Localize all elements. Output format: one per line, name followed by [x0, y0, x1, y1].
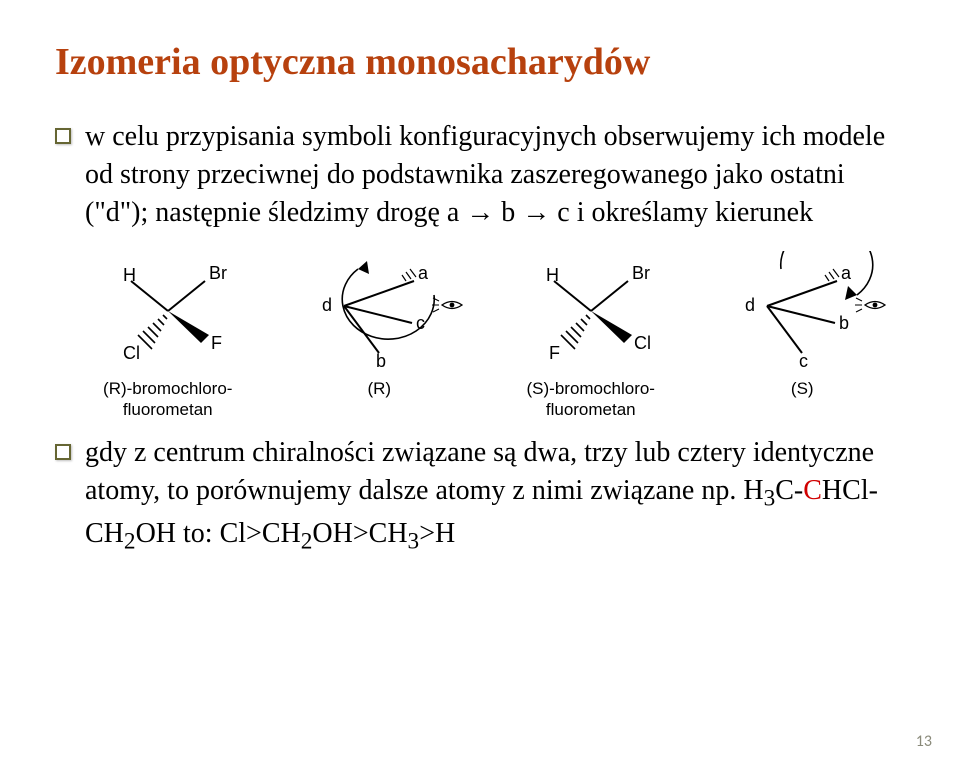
b2-sub1: 3 [764, 486, 776, 512]
page-number: 13 [916, 732, 932, 751]
caption-proj2: (S) [700, 379, 906, 399]
bullet-1-text: w celu przypisania symboli konfiguracyjn… [85, 118, 905, 231]
b2-mid1: C- [775, 475, 803, 506]
b2-sub3: 2 [301, 529, 313, 555]
caption-mol2: (S)-bromochloro- fluorometan [488, 379, 694, 420]
proj-a: a [418, 263, 429, 283]
slide-title: Izomeria optyczna monosacharydów [55, 40, 905, 84]
proj-b: b [376, 351, 386, 371]
atom-br2: Br [632, 263, 650, 283]
b2-red: C [803, 475, 822, 506]
b2-mid4: OH>CH [312, 518, 407, 549]
b2-sub2: 2 [124, 529, 136, 555]
atom-h: H [123, 265, 136, 285]
atom-cl2: Cl [634, 333, 651, 353]
diagram-row: H Br Cl F (R)-bromochloro- fluorometan [65, 251, 905, 420]
bullet-icon [55, 128, 71, 144]
proj2-b: b [839, 313, 849, 333]
atom-br: Br [209, 263, 227, 283]
proj-d: d [322, 295, 332, 315]
atom-f: F [211, 333, 222, 353]
projection-s: d a b c (S) [700, 251, 906, 399]
b2-tail: >H [419, 518, 455, 549]
b2-mid3: OH to: Cl>CH [136, 518, 301, 549]
atom-cl: Cl [123, 343, 140, 363]
bullet-2-text: gdy z centrum chiralności związane są dw… [85, 434, 905, 558]
bullet-2: gdy z centrum chiralności związane są dw… [55, 434, 905, 558]
atom-h2: H [546, 265, 559, 285]
atom-f2: F [549, 343, 560, 363]
proj2-c: c [799, 351, 808, 371]
molecule-s: H Br F Cl (S)-bromochloro- fluorometan [488, 251, 694, 420]
bullet-icon [55, 444, 71, 460]
proj2-a: a [841, 263, 852, 283]
molecule-r: H Br Cl F (R)-bromochloro- fluorometan [65, 251, 271, 420]
proj2-d: d [745, 295, 755, 315]
b2-pre: gdy z centrum chiralności związane są dw… [85, 437, 874, 506]
caption-proj1: (R) [277, 379, 483, 399]
b2-sub4: 3 [408, 529, 420, 555]
projection-r: d a c b (R) [277, 251, 483, 399]
bullet-1: w celu przypisania symboli konfiguracyjn… [55, 118, 905, 231]
caption-mol1: (R)-bromochloro- fluorometan [65, 379, 271, 420]
